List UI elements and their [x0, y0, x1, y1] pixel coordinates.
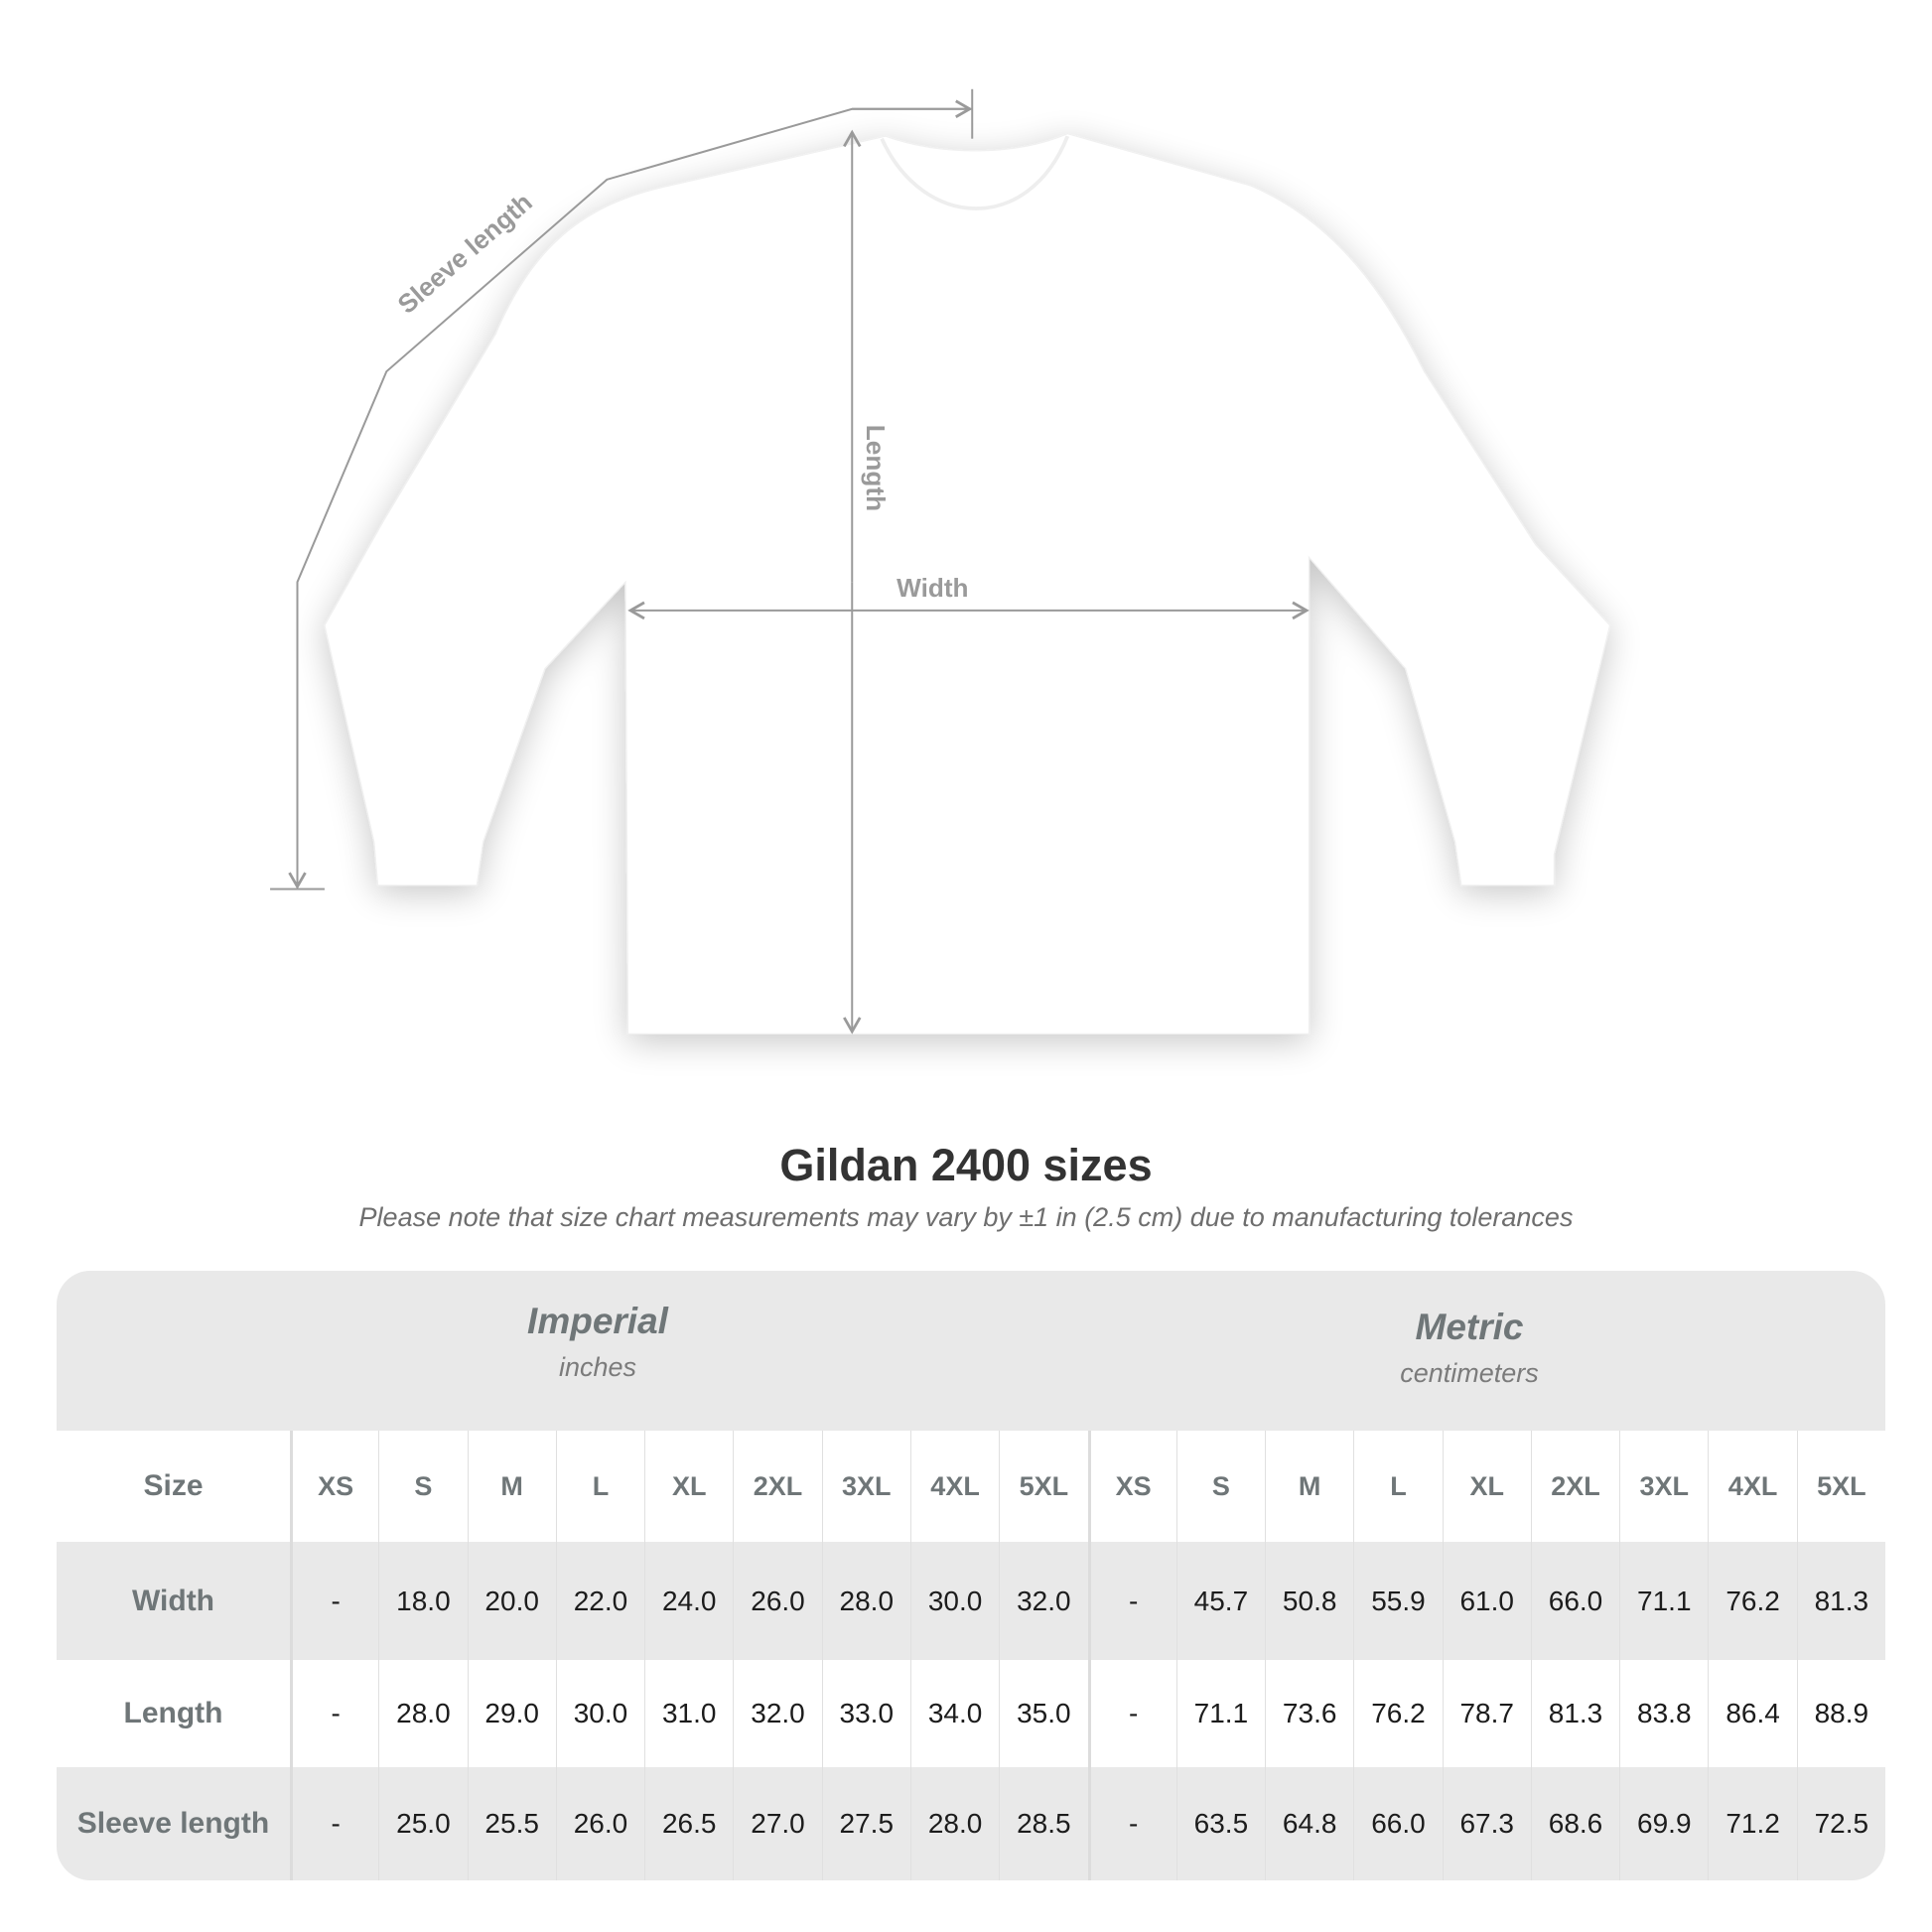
table-row: Width -18.0 20.0 22.0 24.0 26.0 28.0 30.0 32.0-4…: [57, 1542, 1885, 1660]
imperial-value: 26.0: [555, 1767, 644, 1880]
metric-size-4xl: 4XL: [1708, 1431, 1796, 1542]
metric-size-2xl: 2XL: [1530, 1431, 1619, 1542]
metric-value: 64.8: [1265, 1767, 1353, 1880]
imperial-value: 24.0: [644, 1542, 733, 1660]
metric-size-5xl: 5XL: [1796, 1431, 1885, 1542]
imperial-value: 29.0: [467, 1660, 556, 1767]
metric-value: 72.5: [1796, 1767, 1885, 1880]
metric-value: 76.2: [1353, 1660, 1442, 1767]
imperial-size-2xl: 2XL: [733, 1431, 821, 1542]
imperial-value: -: [290, 1542, 378, 1660]
metric-value: -: [1087, 1767, 1176, 1880]
shirt-measurement-diagram: Sleeve length Length Width: [270, 88, 1611, 1035]
row-label: Sleeve length: [76, 1807, 270, 1840]
metric-value: 68.6: [1530, 1767, 1619, 1880]
imperial-size-4xl: 4XL: [909, 1431, 999, 1542]
width-label: Width: [897, 573, 968, 603]
metric-value: 81.3: [1796, 1542, 1885, 1660]
imperial-size-s: S: [378, 1431, 467, 1542]
metric-value: 73.6: [1265, 1660, 1353, 1767]
imperial-value: 18.0: [378, 1542, 467, 1660]
imperial-value: 30.0: [555, 1660, 644, 1767]
metric-title: Metric: [1415, 1307, 1524, 1347]
imperial-value: 31.0: [644, 1660, 733, 1767]
metric-value: 63.5: [1175, 1767, 1265, 1880]
imperial-header: Imperial inches: [399, 1301, 796, 1383]
imperial-value: 30.0: [909, 1542, 999, 1660]
metric-value: -: [1087, 1542, 1176, 1660]
metric-size-xl: XL: [1442, 1431, 1531, 1542]
imperial-value: 32.0: [999, 1542, 1087, 1660]
unit-header: Imperial inches Metric centimeters: [57, 1271, 1885, 1431]
page-title: Gildan 2400 sizes: [779, 1140, 1153, 1190]
metric-value: 78.7: [1442, 1660, 1531, 1767]
metric-value: 66.0: [1353, 1767, 1442, 1880]
imperial-value: 26.5: [644, 1767, 733, 1880]
imperial-value: 35.0: [999, 1660, 1087, 1767]
imperial-size-5xl: 5XL: [999, 1431, 1087, 1542]
imperial-size-m: M: [467, 1431, 556, 1542]
metric-value: 81.3: [1530, 1660, 1619, 1767]
imperial-value: 28.5: [999, 1767, 1087, 1880]
metric-value: 88.9: [1796, 1660, 1885, 1767]
imperial-size-l: L: [555, 1431, 644, 1542]
metric-unit: centimeters: [1400, 1358, 1539, 1388]
row-label: Length: [123, 1697, 223, 1729]
metric-size-xs: XS: [1087, 1431, 1176, 1542]
metric-value: 71.1: [1619, 1542, 1708, 1660]
imperial-value: 27.0: [733, 1767, 821, 1880]
imperial-value: -: [290, 1767, 378, 1880]
metric-value: 86.4: [1708, 1660, 1796, 1767]
shirt-image: [324, 133, 1611, 1035]
table-row: Length -28.0 29.0 30.0 31.0 32.0 33.0 34.0 35.0-…: [57, 1660, 1885, 1767]
metric-size-l: L: [1353, 1431, 1442, 1542]
metric-value: 50.8: [1265, 1542, 1353, 1660]
metric-value: 55.9: [1353, 1542, 1442, 1660]
imperial-value: 34.0: [909, 1660, 999, 1767]
imperial-title: Imperial: [527, 1301, 668, 1341]
metric-value: 71.2: [1708, 1767, 1796, 1880]
size-table: Imperial inches Metric centimeters Size X…: [57, 1271, 1885, 1880]
size-header-row: Size XS S M L XL 2XL 3XL 4XL 5XL XS S M L XL 2XL 3XL 4XL 5…: [57, 1431, 1885, 1542]
metric-value: 76.2: [1708, 1542, 1796, 1660]
shirt-collar: [880, 135, 1070, 210]
length-label: Length: [861, 425, 891, 511]
imperial-size-xl: XL: [644, 1431, 733, 1542]
imperial-value: 22.0: [555, 1542, 644, 1660]
metric-value: 71.1: [1175, 1660, 1265, 1767]
metric-size-s: S: [1175, 1431, 1265, 1542]
tolerance-note: Please note that size chart measurements…: [358, 1202, 1574, 1232]
metric-size-3xl: 3XL: [1619, 1431, 1708, 1542]
imperial-value: 25.5: [467, 1767, 556, 1880]
imperial-unit: inches: [558, 1352, 637, 1382]
metric-header: Metric centimeters: [1271, 1307, 1668, 1389]
metric-size-m: M: [1265, 1431, 1353, 1542]
row-label: Width: [131, 1584, 215, 1617]
size-label: Size: [143, 1469, 204, 1502]
imperial-value: 32.0: [733, 1660, 821, 1767]
imperial-value: 27.5: [821, 1767, 910, 1880]
metric-value: 69.9: [1619, 1767, 1708, 1880]
metric-value: 83.8: [1619, 1660, 1708, 1767]
imperial-value: 28.0: [378, 1660, 467, 1767]
imperial-value: 26.0: [733, 1542, 821, 1660]
metric-value: 61.0: [1442, 1542, 1531, 1660]
metric-value: 66.0: [1530, 1542, 1619, 1660]
metric-value: 67.3: [1442, 1767, 1531, 1880]
imperial-value: -: [290, 1660, 378, 1767]
imperial-value: 28.0: [821, 1542, 910, 1660]
imperial-size-3xl: 3XL: [821, 1431, 910, 1542]
table-row: Sleeve length -25.0 25.5 26.0 26.5 27.0 27.5 28…: [57, 1767, 1885, 1880]
imperial-value: 20.0: [467, 1542, 556, 1660]
imperial-size-xs: XS: [290, 1431, 378, 1542]
metric-value: 45.7: [1175, 1542, 1265, 1660]
imperial-value: 28.0: [909, 1767, 999, 1880]
imperial-value: 25.0: [378, 1767, 467, 1880]
metric-value: -: [1087, 1660, 1176, 1767]
imperial-value: 33.0: [821, 1660, 910, 1767]
